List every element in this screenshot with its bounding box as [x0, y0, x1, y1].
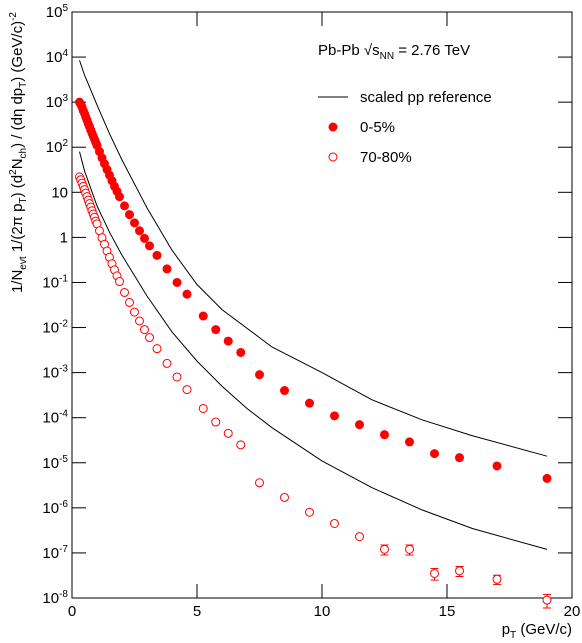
legend-label: 70-80% [360, 149, 412, 166]
data-point [280, 386, 289, 396]
y-tick-label: 1 [60, 229, 68, 246]
data-point [172, 372, 182, 382]
data-point [455, 566, 464, 576]
data-point [125, 210, 134, 220]
data-point [115, 277, 124, 287]
y-tick-label: 103 [46, 93, 69, 111]
data-point [280, 492, 289, 502]
y-tick-label: 10 [51, 184, 68, 201]
x-tick-label: 10 [314, 603, 331, 620]
data-point [223, 336, 233, 346]
data-point [172, 277, 182, 287]
data-point [135, 316, 144, 326]
data-point [330, 411, 339, 421]
data-point [405, 544, 414, 554]
data-point [330, 518, 339, 528]
y-tick-label: 10-8 [42, 589, 68, 607]
y-axis-label: 1/Nevt 1/(2π pT) (d2Nch) / (dη dpT) (GeV… [8, 12, 29, 293]
y-tick-label: 10-6 [42, 499, 68, 517]
y-tick-label: 10-3 [42, 364, 68, 382]
legend-marker [328, 152, 338, 162]
data-point [405, 437, 414, 447]
x-tick-label: 20 [564, 603, 581, 620]
data-point [430, 449, 439, 459]
data-point [455, 453, 464, 463]
data-point [198, 311, 208, 321]
plot-frame [71, 11, 573, 599]
data-point [198, 403, 208, 413]
reference-curve [79, 60, 548, 457]
data-point [140, 233, 149, 243]
data-point [255, 370, 264, 380]
data-point [223, 428, 233, 438]
data-point [135, 226, 144, 236]
data-point [140, 325, 149, 335]
legend-label: 0-5% [360, 119, 395, 136]
data-point [162, 358, 172, 368]
data-point [130, 307, 139, 317]
data-point [380, 430, 389, 440]
data-point [152, 250, 162, 260]
data-point [120, 287, 129, 297]
data-point [145, 241, 154, 251]
y-tick-label: 104 [46, 48, 69, 66]
data-point [236, 347, 246, 357]
data-point [542, 473, 552, 483]
data-point [211, 417, 221, 427]
y-tick-label: 10-5 [42, 454, 68, 472]
y-tick-label: 102 [46, 138, 69, 156]
x-tick-label: 0 [68, 603, 76, 620]
y-tick-label: 105 [46, 3, 69, 21]
data-point [211, 325, 221, 335]
data-point [355, 420, 364, 430]
data-point [145, 333, 154, 343]
y-tick-label: 10-7 [42, 544, 68, 562]
y-tick-label: 10-1 [42, 273, 68, 291]
data-point [115, 192, 124, 202]
data-point [182, 289, 192, 299]
data-point [182, 385, 192, 395]
data-point [255, 478, 264, 488]
data-point [492, 461, 502, 471]
legend-marker [328, 122, 338, 132]
data-point [120, 201, 129, 211]
x-tick-label: 15 [439, 603, 456, 620]
annotation: Pb-Pb √sNN = 2.76 TeV [318, 42, 470, 62]
data-point [152, 344, 162, 354]
data-point [430, 568, 439, 578]
data-point [236, 440, 246, 450]
x-tick-label: 5 [193, 603, 201, 620]
data-point [305, 398, 314, 408]
y-tick-label: 10-4 [42, 409, 68, 427]
data-point [355, 532, 364, 542]
legend-label: scaled pp reference [360, 89, 492, 106]
data-point [492, 574, 502, 584]
data-point [162, 264, 172, 274]
data-point [130, 218, 139, 228]
data-point [305, 507, 314, 517]
data-point [125, 297, 134, 307]
data-point [542, 595, 552, 605]
data-point [380, 544, 389, 554]
x-axis-label: pT (GeV/c) [502, 621, 572, 641]
reference-curve [79, 151, 548, 550]
y-tick-label: 10-2 [42, 319, 68, 337]
